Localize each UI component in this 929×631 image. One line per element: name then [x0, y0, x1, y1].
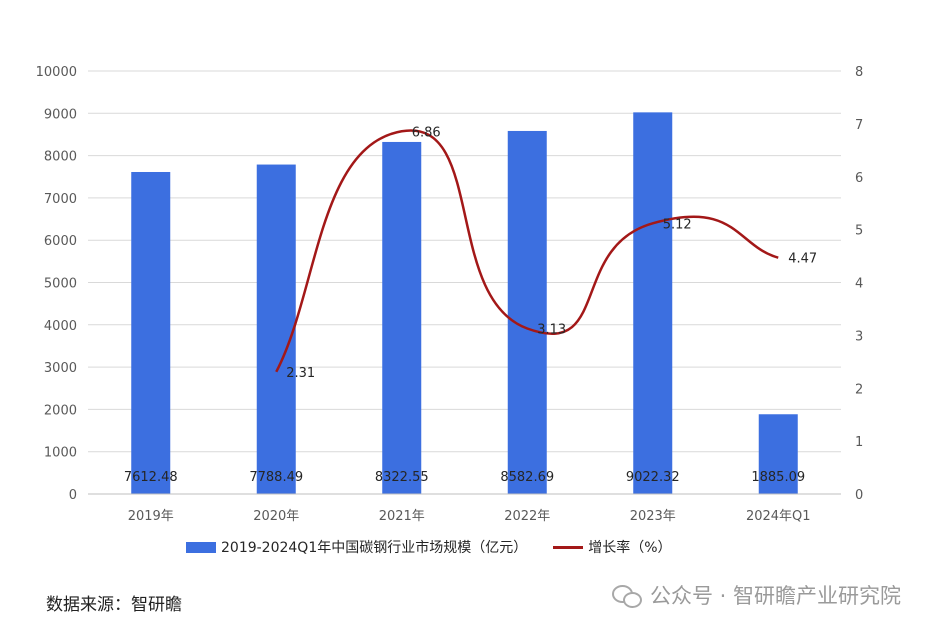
- bar: [382, 141, 422, 495]
- y-left-tick-label: 8000: [44, 150, 77, 165]
- x-tick-label: 2020年: [253, 509, 299, 524]
- y-right-tick-label: 2: [855, 382, 863, 397]
- legend-bar-swatch: [186, 541, 216, 553]
- y-right-tick-label: 0: [855, 488, 863, 503]
- y-left-tick-label: 10000: [36, 65, 77, 80]
- y-right-tick-label: 6: [855, 171, 863, 186]
- bar-data-label: 8582.69: [500, 470, 554, 485]
- x-tick-label: 2023年: [630, 509, 676, 524]
- y-left-tick-label: 1000: [44, 446, 77, 461]
- y-left-tick-label: 9000: [44, 107, 77, 122]
- bar: [256, 164, 296, 494]
- x-tick-label: 2024年Q1: [746, 509, 811, 524]
- wechat-icon: [611, 583, 642, 608]
- line-data-label: 3.13: [537, 323, 566, 338]
- y-left-tick-label: 7000: [44, 192, 77, 207]
- x-tick-label: 2022年: [504, 509, 550, 524]
- watermark: 公众号 · 智研瞻产业研究院: [611, 580, 901, 610]
- bar: [633, 112, 673, 494]
- y-right-tick-label: 1: [855, 435, 863, 450]
- y-right-tick-label: 3: [855, 329, 863, 344]
- bar: [507, 130, 547, 494]
- bar-data-label: 9022.32: [626, 470, 680, 485]
- y-left-tick-label: 5000: [44, 277, 77, 292]
- legend-bar-label: 2019-2024Q1年中国碳钢行业市场规模（亿元）: [221, 540, 528, 556]
- legend-line-swatch: [553, 545, 584, 549]
- bar: [131, 171, 171, 494]
- y-right-tick-label: 4: [855, 277, 863, 292]
- x-tick-label: 2021年: [379, 509, 425, 524]
- y-axis-right: 0 1 2 3 4 5 6 7 8: [855, 65, 863, 503]
- y-right-tick-label: 5: [855, 224, 863, 239]
- y-right-tick-label: 7: [855, 118, 863, 133]
- line-series: 2.31 6.86 3.13 5.12 4.47: [275, 125, 817, 381]
- bar-data-label: 8322.55: [375, 470, 429, 485]
- bar-data-label: 1885.09: [751, 470, 805, 485]
- line-data-label: 6.86: [412, 125, 441, 140]
- y-left-tick-label: 4000: [44, 319, 77, 334]
- x-axis: 2019年 2020年 2021年 2022年 2023年 2024年Q1: [88, 493, 841, 524]
- y-axis-left: 0 1000 2000 3000 4000 5000 6000 7000 8000 9000 100…: [36, 65, 77, 503]
- source-note: 数据来源：智研瞻: [46, 595, 182, 615]
- gridlines: [88, 70, 841, 495]
- legend-line-label: 增长率（%）: [588, 540, 672, 556]
- y-left-tick-label: 0: [69, 488, 77, 503]
- line-data-label: 5.12: [663, 217, 692, 232]
- bar: [758, 414, 798, 494]
- bar-data-label: 7612.48: [124, 470, 178, 485]
- y-left-tick-label: 2000: [44, 403, 77, 418]
- growth-rate-line: [275, 129, 779, 373]
- line-data-label: 2.31: [286, 366, 315, 381]
- y-right-tick-label: 8: [855, 65, 863, 80]
- y-left-tick-label: 6000: [44, 234, 77, 249]
- line-data-label: 4.47: [788, 252, 817, 267]
- legend: 2019-2024Q1年中国碳钢行业市场规模（亿元） 增长率（%）: [186, 537, 672, 557]
- y-left-tick-label: 3000: [44, 361, 77, 376]
- watermark-text: 公众号 · 智研瞻产业研究院: [649, 584, 901, 608]
- bar-data-label: 7788.49: [249, 470, 303, 485]
- x-tick-label: 2019年: [128, 509, 174, 524]
- bar-series: 7612.48 7788.49 8322.55 8582.69 9022.32 1885.…: [124, 112, 805, 495]
